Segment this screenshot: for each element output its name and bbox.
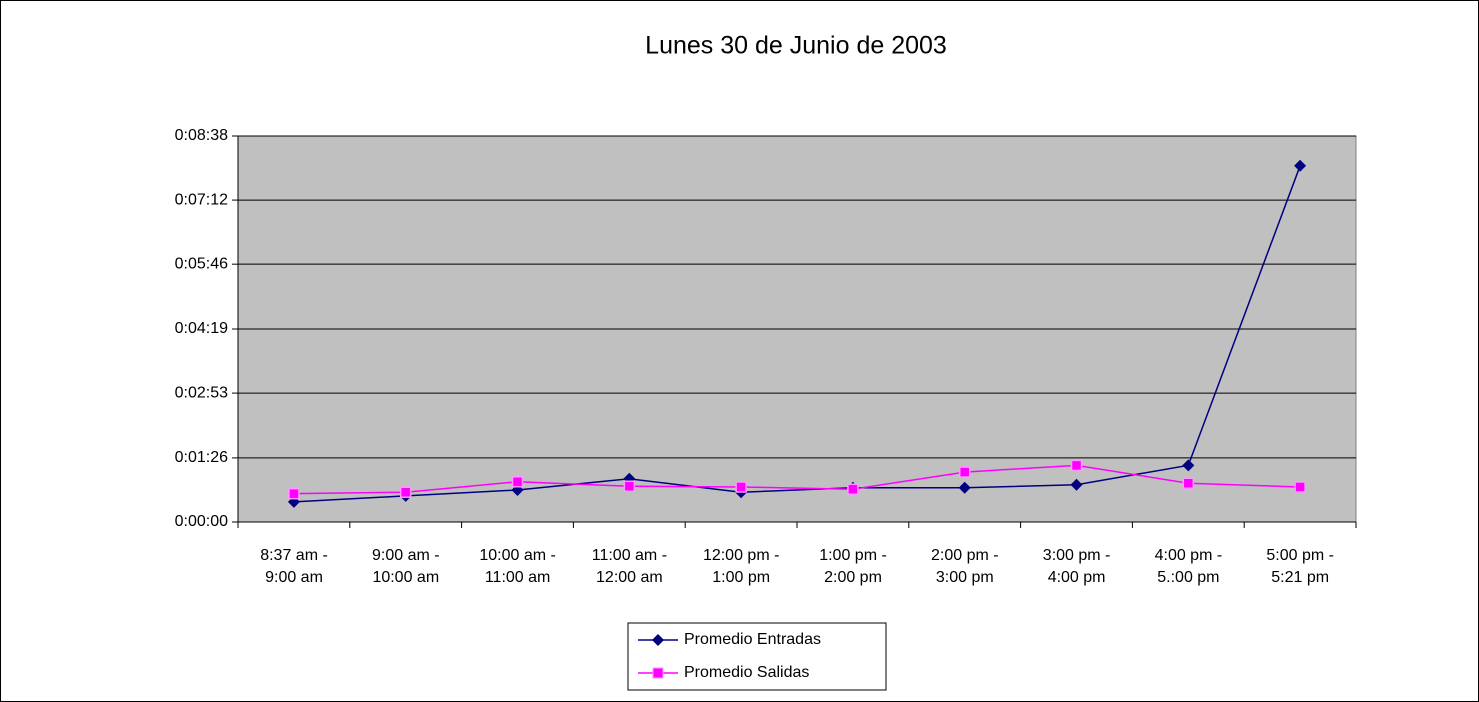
marker [288, 487, 300, 500]
x-tick-label: 8:37 am - 9:00 am [260, 547, 328, 586]
y-tick-label: 0:08:38 [175, 127, 228, 144]
series-line [293, 464, 1301, 495]
marker [399, 486, 412, 498]
y-tick-label: 0:05:46 [175, 255, 228, 272]
y-tick-label: 0:04:19 [175, 320, 228, 337]
marker [1070, 478, 1083, 491]
legend-marker [652, 667, 664, 679]
legend-label: Promedio Salidas [684, 664, 809, 681]
marker [958, 466, 971, 478]
x-tick-label: 9:00 am - 10:00 am [372, 547, 440, 586]
x-tick-label: 12:00 pm - 1:00 pm [702, 547, 780, 586]
x-tick-label: 1:00 pm - 2:00 pm [819, 547, 887, 586]
y-tick-label: 0:00:00 [175, 513, 228, 530]
marker [1294, 159, 1307, 172]
marker [1294, 481, 1306, 493]
marker [623, 480, 636, 492]
y-tick-label: 0:07:12 [175, 191, 228, 208]
x-tick-label: 11:00 am - 12:00 am [591, 547, 668, 586]
legend-box [627, 622, 887, 691]
y-tick-label: 0:01:26 [175, 449, 228, 466]
marker [1182, 477, 1195, 490]
marker [847, 483, 859, 495]
legend-label: Promedio Entradas [684, 631, 821, 648]
marker [735, 481, 747, 493]
marker [958, 481, 971, 494]
marker [1070, 459, 1083, 472]
x-tick-label: 10:00 am - 11:00 am [479, 547, 556, 586]
marker [511, 476, 524, 488]
y-tick-label: 0:02:53 [175, 384, 228, 401]
marker [1182, 459, 1195, 472]
legend-marker [652, 634, 664, 646]
x-tick-label: 4:00 pm - 5.:00 pm [1154, 547, 1223, 586]
x-tick-label: 5:00 pm - 5:21 pm [1266, 547, 1334, 586]
chart-title: Lunes 30 de Junio de 2003 [645, 32, 947, 60]
x-tick-label: 2:00 pm - 3:00 pm [931, 547, 999, 586]
x-tick-label: 3:00 pm - 4:00 pm [1042, 547, 1111, 586]
